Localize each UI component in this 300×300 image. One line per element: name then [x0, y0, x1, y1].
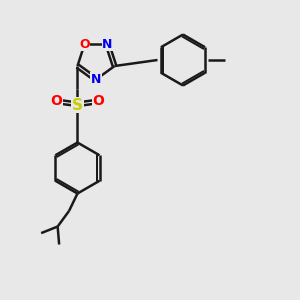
Text: N: N: [102, 38, 112, 51]
Text: O: O: [92, 94, 104, 107]
Text: O: O: [50, 94, 62, 107]
Text: S: S: [72, 98, 83, 112]
Text: O: O: [79, 38, 90, 51]
Text: N: N: [91, 73, 101, 86]
